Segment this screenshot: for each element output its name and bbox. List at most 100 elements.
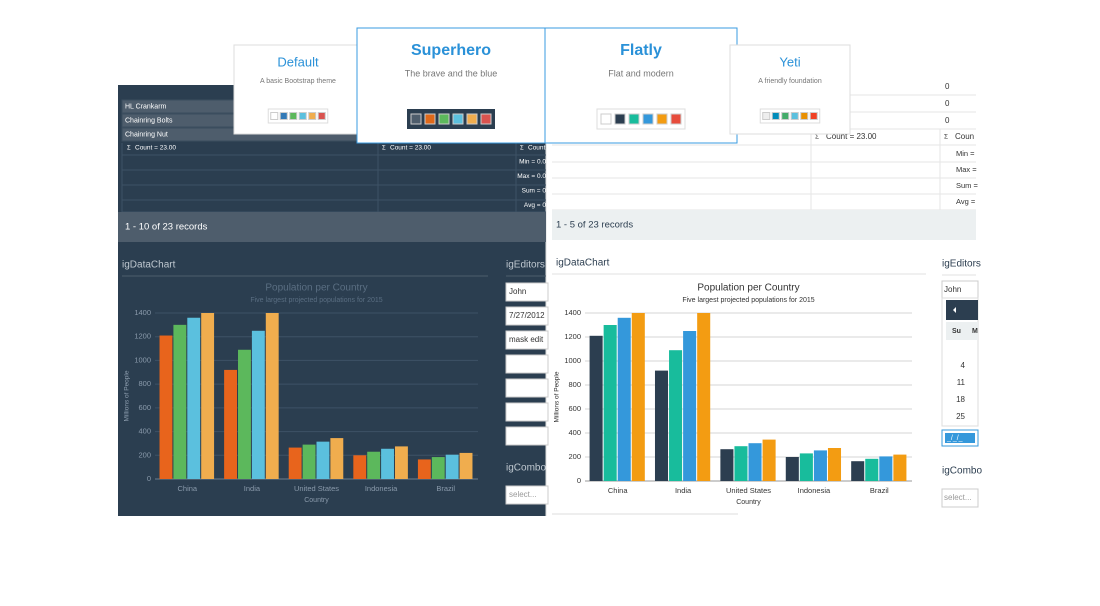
swatch [781, 112, 790, 120]
stat: Sum = [956, 181, 979, 190]
mask-value: _/_/_ [946, 435, 963, 442]
stat: Min = [956, 149, 975, 158]
swatch [298, 112, 307, 120]
records-bar [118, 212, 546, 242]
theme-title: Default [277, 54, 319, 69]
bar [865, 458, 879, 481]
theme-description: The brave and the blue [405, 68, 498, 78]
y-tick-label: 1200 [564, 332, 581, 341]
y-axis-label: Millions of People [124, 370, 131, 421]
chart-title: Population per Country [697, 283, 799, 294]
calendar-weekday: Su [952, 328, 961, 335]
section-header: igDataChart [556, 258, 610, 269]
bar [654, 370, 669, 481]
stat: Avg = [956, 197, 976, 206]
bar [330, 438, 344, 479]
swatch [600, 113, 612, 125]
section-header: igCombo [942, 466, 982, 477]
cell: 0 [945, 99, 950, 108]
input[interactable] [505, 402, 549, 422]
combo[interactable] [505, 485, 549, 505]
bar [417, 459, 431, 479]
swatch [317, 112, 326, 120]
x-tick-label: United States [726, 486, 771, 495]
swatch [279, 112, 288, 120]
swatch [670, 113, 682, 125]
theme-title: Yeti [779, 54, 800, 69]
bar [238, 349, 251, 479]
bar [697, 313, 711, 481]
sigma: Σ [127, 146, 131, 152]
stat: Max = [956, 165, 977, 174]
bar [748, 443, 762, 481]
x-tick-label: Brazil [436, 484, 455, 493]
input[interactable] [505, 282, 549, 302]
calendar-weekday: M [972, 328, 978, 335]
bar [683, 331, 697, 481]
summary: Count = 23.00 [390, 145, 431, 152]
bar [813, 450, 827, 481]
bar [381, 448, 394, 479]
input-value: John [944, 285, 961, 294]
y-axis-label: Millions of People [554, 371, 561, 422]
swatch [480, 113, 492, 125]
bar [187, 317, 201, 479]
combo[interactable] [941, 488, 979, 508]
swatch [642, 113, 654, 125]
x-tick-label: China [177, 484, 197, 493]
bar [589, 335, 603, 481]
y-tick-label: 1400 [134, 308, 151, 317]
y-tick-label: 200 [138, 450, 151, 459]
section-header: igDataChart [122, 260, 176, 271]
bar [631, 313, 645, 481]
bar [669, 350, 683, 481]
x-tick-label: China [608, 486, 628, 495]
bar [316, 441, 330, 479]
swatch [438, 113, 450, 125]
swatch [466, 113, 478, 125]
y-tick-label: 200 [568, 452, 581, 461]
swatch [762, 112, 771, 120]
bar [445, 454, 459, 479]
bar [394, 446, 408, 479]
input[interactable] [505, 354, 549, 374]
y-tick-label: 600 [568, 404, 581, 413]
theme-title: Superhero [411, 42, 491, 59]
swatch [656, 113, 668, 125]
input[interactable] [505, 306, 549, 326]
y-tick-label: 1000 [564, 356, 581, 365]
swatch [800, 112, 809, 120]
calendar-weekdays [946, 322, 978, 340]
swatch [614, 113, 626, 125]
calendar-prev-arrow[interactable] [953, 307, 956, 313]
calendar-header[interactable] [946, 300, 978, 320]
x-tick-label: Indonesia [365, 484, 398, 493]
bar [201, 313, 215, 479]
cell: 0 [945, 82, 950, 91]
bar [159, 335, 173, 479]
swatch [809, 112, 818, 120]
y-tick-label: 1200 [134, 332, 151, 341]
bar [224, 369, 238, 479]
mask-selection [945, 433, 975, 443]
input[interactable] [505, 330, 549, 350]
x-tick-label: Brazil [870, 486, 889, 495]
sigma: Σ [944, 134, 948, 141]
chart-subtitle: Five largest projected populations for 2… [250, 297, 382, 304]
input[interactable] [505, 426, 549, 446]
row-label: Chainring Bolts [125, 117, 173, 124]
swatch [790, 112, 799, 120]
summary: Count = 23.00 [528, 145, 569, 152]
sigma: Σ [382, 146, 386, 152]
summary: Count = 23.00 [135, 145, 176, 152]
bar [799, 453, 813, 481]
y-tick-label: 0 [577, 476, 581, 485]
x-tick-label: India [675, 486, 692, 495]
combo-placeholder: select... [944, 493, 972, 502]
row-label: Chainring Nut [125, 131, 168, 138]
x-axis-label: Country [304, 497, 329, 504]
input[interactable] [505, 378, 549, 398]
bar [251, 330, 265, 479]
stat: Max = 0.0 [517, 173, 546, 180]
